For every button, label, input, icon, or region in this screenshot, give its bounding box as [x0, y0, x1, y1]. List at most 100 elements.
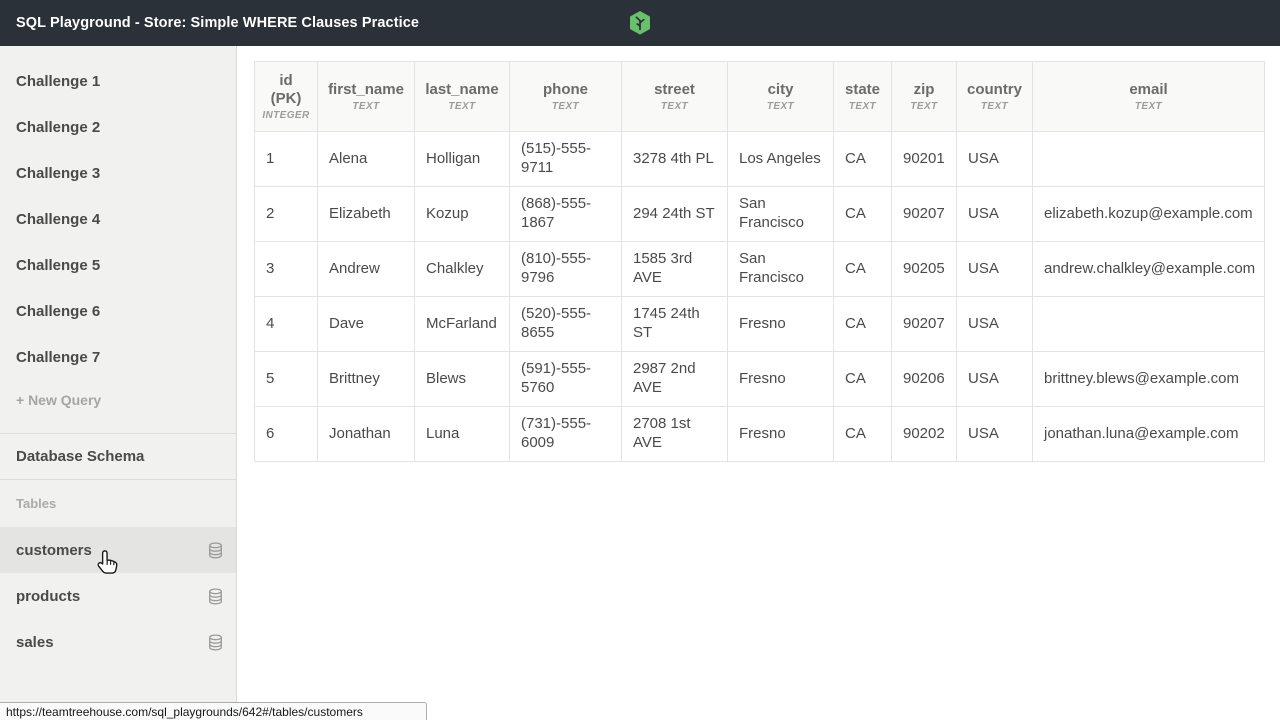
table-cell: CA: [833, 351, 892, 407]
table-cell: (731)-555-6009: [509, 406, 622, 462]
table-cell: 90202: [891, 406, 957, 462]
table-cell: USA: [956, 241, 1033, 297]
query-list: Challenge 1 Challenge 2 Challenge 3 Challen…: [0, 58, 236, 380]
column-header-id: id (PK) INTEGER: [254, 61, 318, 132]
table-cell: CA: [833, 296, 892, 352]
table-cell: 6: [254, 406, 318, 462]
table-cell: (520)-555-8655: [509, 296, 622, 352]
sidebar-item-challenge-6[interactable]: Challenge 6: [16, 302, 101, 320]
table-cell: Los Angeles: [727, 131, 834, 187]
sidebar-item-challenge-2[interactable]: Challenge 2: [16, 118, 101, 136]
column-header-row: id (PK) INTEGER first_name TEXT last_name TEX…: [254, 61, 1265, 132]
table-cell: (810)-555-9796: [509, 241, 622, 297]
column-header-street: street TEXT: [621, 61, 728, 132]
column-name: phone: [543, 80, 588, 98]
sidebar-table-sales[interactable]: sales: [0, 619, 236, 665]
column-name: street: [654, 80, 695, 98]
table-row: 2 Elizabeth Kozup (868)-555-1867 294 24th ST…: [254, 186, 1265, 242]
table-cell: USA: [956, 186, 1033, 242]
sidebar-table-customers[interactable]: customers: [0, 527, 236, 573]
table-row: 1 Alena Holligan (515)-555-9711 3278 4th PL L…: [254, 131, 1265, 187]
database-schema-heading: Database Schema: [0, 434, 236, 480]
table-cell: 90206: [891, 351, 957, 407]
table-cell: Blews: [414, 351, 510, 407]
table-cell: USA: [956, 296, 1033, 352]
table-cell: 5: [254, 351, 318, 407]
table-cell: Kozup: [414, 186, 510, 242]
sidebar-divider: [0, 433, 236, 434]
table-cell: USA: [956, 351, 1033, 407]
tables-section-label: Tables: [16, 496, 57, 511]
table-cell: 2: [254, 186, 318, 242]
sidebar-table-products[interactable]: products: [0, 573, 236, 619]
table-row: 6 Jonathan Luna (731)-555-6009 2708 1st AVE F…: [254, 406, 1265, 462]
sidebar-item-challenge-7[interactable]: Challenge 7: [16, 348, 101, 366]
table-cell: 294 24th ST: [621, 186, 728, 242]
column-type: TEXT: [660, 101, 689, 113]
table-name-label: sales: [16, 633, 54, 651]
table-name-label: products: [16, 587, 81, 605]
column-header-state: state TEXT: [833, 61, 892, 132]
column-type: TEXT: [766, 101, 795, 113]
table-cell: [1032, 131, 1265, 187]
column-name: city: [767, 80, 794, 98]
table-cell: 1: [254, 131, 318, 187]
sidebar: Challenge 1 Challenge 2 Challenge 3 Challen…: [0, 46, 237, 720]
table-cell: 90207: [891, 296, 957, 352]
table-cell: CA: [833, 406, 892, 462]
table-cell: jonathan.luna@example.com: [1032, 406, 1265, 462]
table-cell: McFarland: [414, 296, 510, 352]
column-type: TEXT: [448, 101, 476, 113]
column-type: TEXT: [352, 101, 380, 113]
column-header-email: email TEXT: [1032, 61, 1265, 132]
column-name: country: [966, 80, 1022, 98]
table-cell: Fresno: [727, 296, 834, 352]
table-cell: andrew.chalkley@example.com: [1032, 241, 1265, 297]
table-cell: Andrew: [317, 241, 415, 297]
sidebar-item-challenge-4[interactable]: Challenge 4: [16, 210, 101, 228]
column-type: TEXT: [1134, 101, 1163, 113]
table-cell: Luna: [414, 406, 510, 462]
column-name: email: [1129, 80, 1168, 98]
column-header-last_name: last_name TEXT: [414, 61, 510, 132]
table-cell: elizabeth.kozup@example.com: [1032, 186, 1265, 242]
table-cell: brittney.blews@example.com: [1032, 351, 1265, 407]
database-icon: [208, 587, 223, 605]
table-cell: (591)-555-5760: [509, 351, 622, 407]
sidebar-item-challenge-5[interactable]: Challenge 5: [16, 256, 101, 274]
table-cell: Fresno: [727, 351, 834, 407]
table-row: 3 Andrew Chalkley (810)-555-9796 1585 3rd AV…: [254, 241, 1265, 297]
page-title: SQL Playground - Store: Simple WHERE Cla…: [16, 15, 420, 31]
table-cell: Alena: [317, 131, 415, 187]
table-cell: CA: [833, 131, 892, 187]
sidebar-item-challenge-1[interactable]: Challenge 1: [16, 72, 101, 90]
table-cell: San Francisco: [727, 186, 834, 242]
column-name: last_name: [425, 80, 499, 98]
status-bar-url: https://teamtreehouse.com/sql_playground…: [0, 702, 427, 720]
table-body: 1 Alena Holligan (515)-555-9711 3278 4th PL L…: [254, 131, 1265, 462]
table-cell: USA: [956, 406, 1033, 462]
new-query-button[interactable]: + New Query: [16, 392, 102, 408]
table-cell: Chalkley: [414, 241, 510, 297]
table-name-label: customers: [16, 541, 92, 559]
table-cell: (868)-555-1867: [509, 186, 622, 242]
table-cell: 1585 3rd AVE: [621, 241, 728, 297]
column-header-country: country TEXT: [956, 61, 1033, 132]
table-cell: 2987 2nd AVE: [621, 351, 728, 407]
column-header-phone: phone TEXT: [509, 61, 622, 132]
table-cell: Fresno: [727, 406, 834, 462]
customers-data-table: id (PK) INTEGER first_name TEXT last_name TEX…: [254, 61, 1265, 462]
table-list: customers products sales: [0, 527, 236, 665]
column-name: zip: [913, 80, 935, 98]
table-cell: Elizabeth: [317, 186, 415, 242]
table-cell: [1032, 296, 1265, 352]
table-cell: Jonathan: [317, 406, 415, 462]
table-cell: 90207: [891, 186, 957, 242]
column-type: TEXT: [910, 101, 938, 113]
table-cell: CA: [833, 186, 892, 242]
table-cell: 3278 4th PL: [621, 131, 728, 187]
sidebar-item-challenge-3[interactable]: Challenge 3: [16, 164, 101, 182]
column-header-city: city TEXT: [727, 61, 834, 132]
table-cell: Brittney: [317, 351, 415, 407]
database-icon: [208, 541, 223, 559]
